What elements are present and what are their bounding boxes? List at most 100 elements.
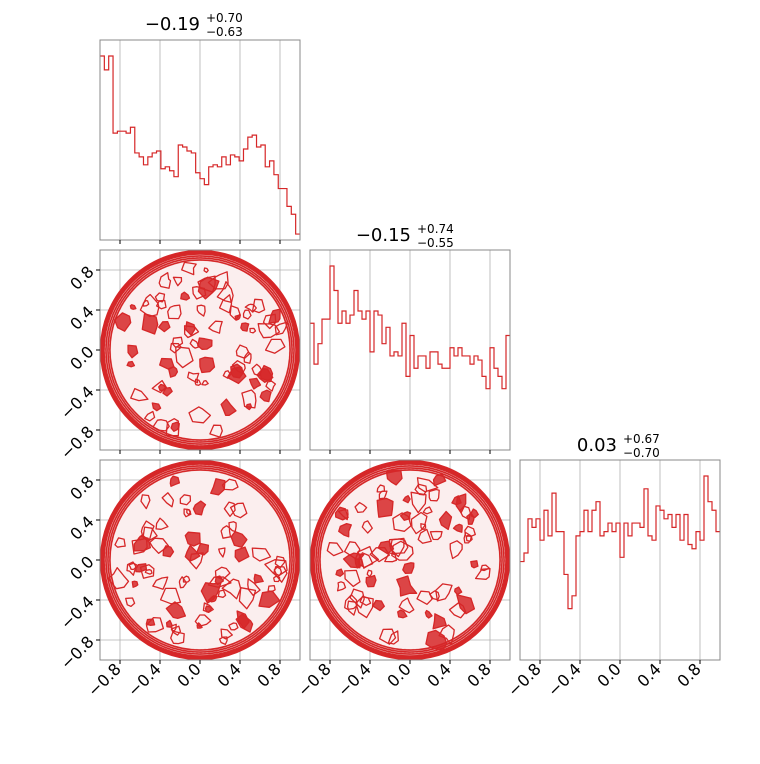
contour-blob [144,410,156,422]
contour-blob [334,506,349,521]
contour-ring [107,467,293,653]
contour-panel-r2c0 [100,460,300,660]
contour-blob [171,336,184,349]
contour-blob [192,286,207,300]
contour-blob [216,281,234,304]
contour-blob [265,380,277,392]
contour-blob [170,630,185,645]
contour-blob [387,630,399,645]
contour-blob [229,305,241,321]
contour-blob [470,508,479,519]
x-tick-label: −0.8 [294,659,335,700]
contour-blob [131,580,139,588]
contour-blob [151,379,167,394]
contour-blob [184,531,201,547]
histogram-panel-2 [310,265,510,390]
contour-blob [438,510,453,531]
contour-ring [311,461,509,659]
x-tick-label: 0.4 [423,659,454,690]
contour-blob [158,272,172,289]
contour-blob [273,566,283,577]
contour-blob [264,338,286,354]
contour-blob [188,406,212,424]
contour-blob [169,342,182,354]
contour-blob [242,309,252,320]
contour-blob [243,351,252,364]
contour-blob [113,312,132,332]
contour-blob [197,275,216,293]
contour-ring [317,467,503,653]
contour-blob [145,616,165,633]
contour-blob [274,555,286,569]
histogram-step-1 [100,55,300,235]
contour-blob [257,323,281,339]
contour-blob [194,378,202,386]
contour-blob [422,506,433,515]
contour-blob [335,568,345,577]
histogram-step-3 [520,475,720,610]
title-param-3: 0.03 [577,435,617,456]
contour-blob [139,293,160,318]
contour-blob [342,552,365,569]
contour-blob [178,576,187,589]
contour-ring [100,460,300,660]
contour-blob [470,560,479,569]
contour-blob [221,478,239,491]
contour-blob [455,493,467,514]
contour-ring [101,251,299,449]
y-tick-label: 0.0 [66,342,97,373]
title-param-1: −0.19 [145,14,200,35]
contour-blob [459,505,471,521]
contour-blob [196,542,210,556]
contour-blob [234,546,250,563]
contour-blob [361,520,373,534]
contour-blob [151,402,162,412]
contour-blob [159,357,175,370]
contour-blob [463,531,472,544]
contour-blob [181,261,197,276]
x-tick-label: 0.8 [463,659,494,690]
contour-blob [202,602,214,613]
contour-blob [218,294,233,314]
contour-blob [354,501,368,514]
contour-blob [217,589,227,598]
contour-blob [137,534,147,541]
contour-blob [165,601,187,620]
contour-blob [187,371,200,384]
contour-blob [203,267,209,274]
contour-blob [167,304,182,320]
x-tick-label: −0.8 [504,659,545,700]
contour-blob [179,494,192,506]
contour-blob [165,619,173,628]
contour-blob [126,360,136,368]
contour-blob [429,530,443,541]
contour-blob [262,313,277,330]
contour-blob [259,389,272,403]
contour-blob [240,322,250,332]
histogram-step-2 [310,265,510,390]
y-tick-label: −0.4 [57,382,98,423]
contour-blob [189,338,200,349]
contour-blob [149,537,170,554]
x-tick-label: 0.4 [213,659,244,690]
x-tick-label: 0.8 [253,659,284,690]
contour-blob [424,609,433,619]
x-tick-label: −0.4 [544,659,585,700]
contour-ring [310,460,510,660]
x-tick-label: −0.8 [84,659,125,700]
contour-ring [109,469,291,651]
contour-blob [336,581,347,592]
x-tick-label: −0.4 [124,659,165,700]
contour-blob [344,569,361,588]
contour-blob [152,419,170,432]
contour-blob [165,418,180,437]
y-tick-label: 0.4 [66,512,97,543]
contour-blob [182,575,191,583]
contour-blob [425,629,448,651]
contour-blob [248,377,262,390]
contour-blob [238,587,257,610]
contour-blob [169,475,181,487]
contour-blob [183,508,192,518]
contour-blob [155,517,169,530]
title-param-1-minus: −0.63 [206,25,243,39]
